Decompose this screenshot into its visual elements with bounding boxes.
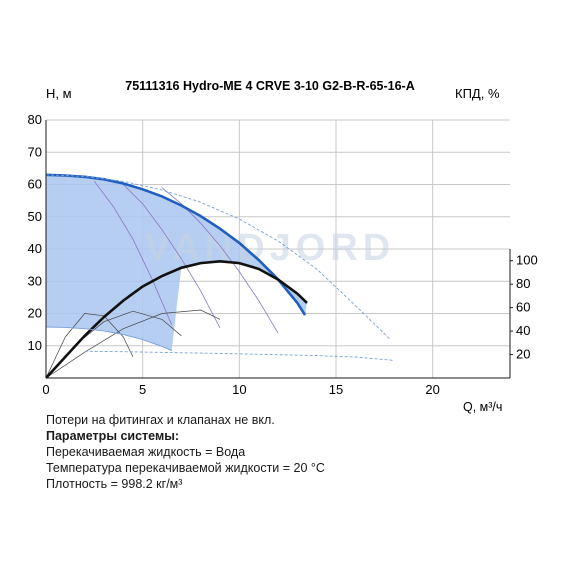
y-tick-label: 40 (28, 241, 42, 256)
note-params-heading: Параметры системы: (46, 429, 180, 443)
plot-frame (45, 120, 511, 379)
system-curve (123, 184, 221, 329)
y2-tick-label: 60 (516, 300, 530, 315)
system-curve (161, 187, 279, 334)
note-density: Плотность = 998.2 кг/м³ (46, 477, 183, 491)
operating-area (46, 174, 307, 351)
y-tick-label: 70 (28, 144, 42, 159)
series-head-min (45, 326, 172, 352)
operating-area-fill (46, 174, 307, 351)
series-curves (45, 173, 395, 379)
y-axis-label: H, м (46, 86, 72, 101)
note-liquid: Перекачиваемая жидкость = Вода (46, 445, 246, 459)
note-fittings: Потери на фитингах и клапанах не вкл. (46, 413, 275, 427)
notes: Потери на фитингах и клапанах не вкл. Па… (46, 412, 325, 492)
y2-tick-label: 80 (516, 276, 530, 291)
x-tick-label: 10 (232, 382, 246, 397)
y2-axis-label: КПД, % (455, 86, 500, 101)
efficiency-family-curve (45, 313, 134, 379)
y2-tick-label: 20 (516, 347, 530, 362)
y-tick-label: 60 (28, 177, 42, 192)
tick-labels: 0 5 10 15 20 10 20 30 40 50 60 70 80 20 40 60 80 100 (28, 112, 538, 397)
y-tick-label: 30 (28, 273, 42, 288)
series-power-extended (84, 350, 395, 361)
x-tick-label: 0 (42, 382, 49, 397)
efficiency-family-curve (45, 309, 221, 379)
y-tick-label: 10 (28, 338, 42, 353)
x-tick-label: 20 (425, 382, 439, 397)
x-tick-label: 5 (139, 382, 146, 397)
note-temperature: Температура перекачиваемой жидкости = 20… (46, 461, 325, 475)
y2-tick-label: 100 (516, 253, 538, 268)
y-tick-label: 50 (28, 209, 42, 224)
chart-title: 75111316 Hydro-ME 4 CRVE 3-10 G2-B-R-65-… (125, 79, 414, 93)
x-tick-label: 15 (329, 382, 343, 397)
y2-tick-label: 40 (516, 323, 530, 338)
watermark: VANDJORD (145, 227, 395, 269)
y-tick-label: 20 (28, 306, 42, 321)
x-axis-label: Q, м³/ч (463, 400, 502, 414)
y-tick-label: 80 (28, 112, 42, 127)
system-curve (93, 181, 173, 325)
